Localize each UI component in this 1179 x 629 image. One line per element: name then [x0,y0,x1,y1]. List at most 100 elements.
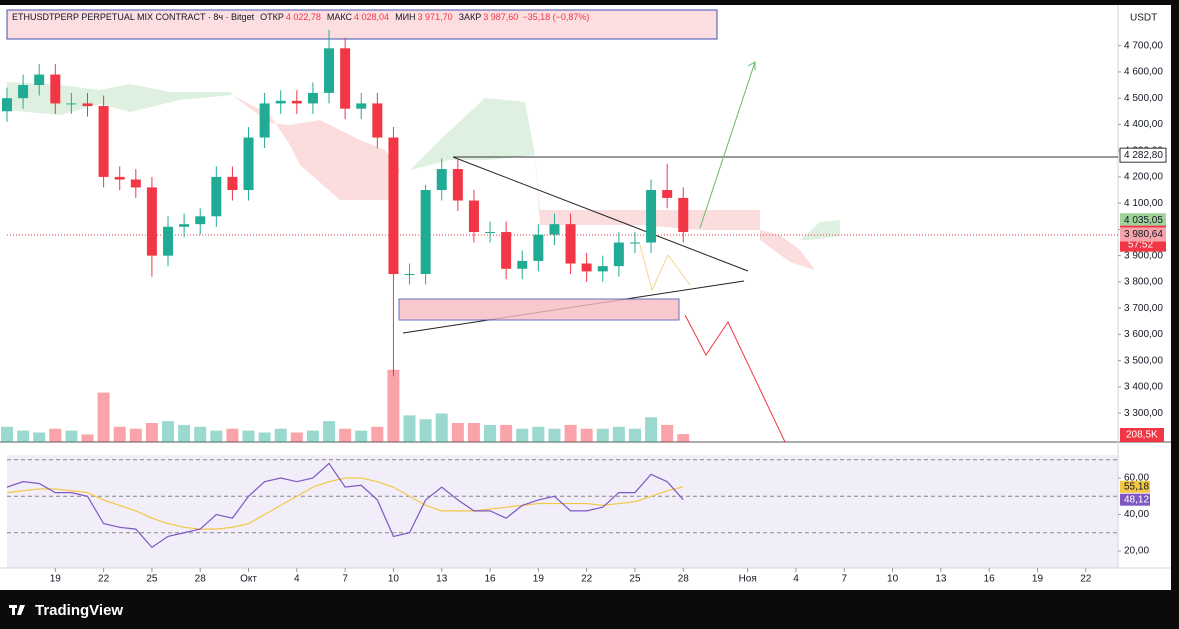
candle-body [98,106,109,177]
volume-bar [210,430,223,442]
x-tick-label: 22 [98,574,110,585]
price-tag [1119,147,1167,163]
stat-label: МАКС [327,12,353,22]
volume-bar [290,432,303,442]
candle-body [436,169,447,191]
change: −35,18 (−0,87%) [522,12,589,22]
volume-bar [323,421,336,442]
x-tick-label: 19 [50,574,62,585]
countdown: 57:52 [1128,239,1153,250]
volume-bar [1,426,13,442]
volume-bar [484,424,497,442]
rsi-background [7,455,1118,568]
volume-bar [339,428,352,442]
ichimoku-cloud [410,98,535,170]
candle-body [388,137,399,275]
volume-bar [500,424,513,442]
volume-bar [97,392,110,442]
candle-body [678,197,689,233]
candle-body [66,103,77,105]
ichimoku-cloud [535,155,815,270]
value-tag-label: 55,18 [1124,481,1149,492]
volume-bar [49,428,62,442]
y-tick-label: 3 900,00 [1124,250,1163,261]
candle-body [50,74,61,104]
x-tick-label: 7 [342,574,348,585]
y-tick-label: 4 600,00 [1124,67,1163,78]
volume-bar [226,428,239,442]
candle-body [211,176,222,217]
candle-body [243,137,254,191]
y-tick-label: 3 500,00 [1124,355,1163,366]
candle-body [227,176,238,191]
logo-mark [12,605,15,615]
bull-arrow [699,61,756,229]
y-tick-label: 4 500,00 [1124,93,1163,104]
stat-label: ОТКР [260,12,284,22]
candle-body [597,266,608,272]
volume-bar [387,369,400,442]
y-tick-label: 4 400,00 [1124,119,1163,130]
stat-value: 4 022,78 [286,12,321,22]
x-tick-label: 16 [484,574,496,585]
value-tag [1120,480,1150,493]
x-tick-label: Окт [240,574,257,585]
x-tick-label: 13 [935,574,947,585]
chart-title: ETHUSDTPERP PERPETUAL MIX CONTRACT · 8ч … [12,12,255,22]
candle-body [130,179,141,188]
watermark: TradingView [35,602,123,619]
volume-bar [628,428,641,442]
candle-body [646,190,657,243]
volume-bar [548,428,561,442]
bear-path [684,314,786,443]
volume-bar [65,430,78,442]
y-tick-label: 4 100,00 [1124,198,1163,209]
y-tick-label: 4 700,00 [1124,40,1163,51]
price-tag-label: 3 980,64 [1124,229,1163,240]
candle-body [629,242,640,244]
x-tick-label: 4 [294,574,300,585]
candle-body [517,260,528,269]
volume-bar [467,423,480,442]
volume-bar [17,430,30,442]
x-tick-label: 22 [581,574,593,585]
candle-body [404,274,415,276]
volume-tag [1120,428,1164,442]
candle-body [259,103,270,138]
value-tag [1120,493,1150,506]
y-tick-label: 3 400,00 [1124,382,1163,393]
volume-bar [580,428,593,442]
x-tick-label: 4 [793,574,799,585]
x-tick-label: 19 [533,574,545,585]
candle-body [485,232,496,234]
candle-body [340,48,351,109]
candle-body [533,234,544,261]
x-tick-label: 25 [629,574,641,585]
volume-bar [306,430,319,442]
ichimoku-cloud [232,95,400,200]
x-tick-label: 13 [436,574,448,585]
rsi-line [6,477,684,530]
x-tick-label: 25 [146,574,158,585]
drawings [6,9,1118,443]
y-tick-label: 3 300,00 [1124,408,1163,419]
y-tick-label: 3 800,00 [1124,277,1163,288]
value-tag-label: 48,12 [1124,494,1149,505]
volume-bar [129,428,142,442]
volume-bar [371,426,384,442]
support-zone [398,298,680,321]
y-tick-label: 60,00 [1124,473,1149,484]
y-tick-label: 3 600,00 [1124,329,1163,340]
volume-bar [419,419,432,442]
candle-body [356,103,367,109]
volume-bar [645,417,658,442]
volume-bar [113,426,126,442]
stat-value: 4 028,04 [354,12,389,22]
volume-bar [178,424,191,442]
volume-bar [355,430,368,442]
arrow-head [747,61,756,70]
logo-mark [17,605,25,615]
price-tag [1120,227,1166,242]
y-tick-label: 3 700,00 [1124,303,1163,314]
